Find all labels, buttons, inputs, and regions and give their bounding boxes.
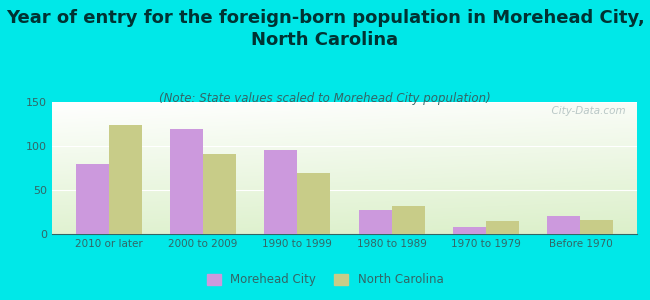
Bar [265, 149, 297, 234]
Bar [547, 215, 580, 234]
Bar [109, 125, 142, 234]
Bar [203, 154, 236, 234]
Bar [580, 220, 614, 234]
Legend: Morehead City, North Carolina: Morehead City, North Carolina [202, 269, 448, 291]
Bar [392, 206, 424, 234]
Text: City-Data.com: City-Data.com [545, 106, 625, 116]
Bar [170, 129, 203, 234]
Bar [359, 210, 392, 234]
Text: (Note: State values scaled to Morehead City population): (Note: State values scaled to Morehead C… [159, 92, 491, 104]
Bar [486, 221, 519, 234]
Bar [75, 164, 109, 234]
Bar [453, 227, 486, 234]
Bar [297, 173, 330, 234]
Text: Year of entry for the foreign-born population in Morehead City,
North Carolina: Year of entry for the foreign-born popul… [6, 9, 644, 49]
